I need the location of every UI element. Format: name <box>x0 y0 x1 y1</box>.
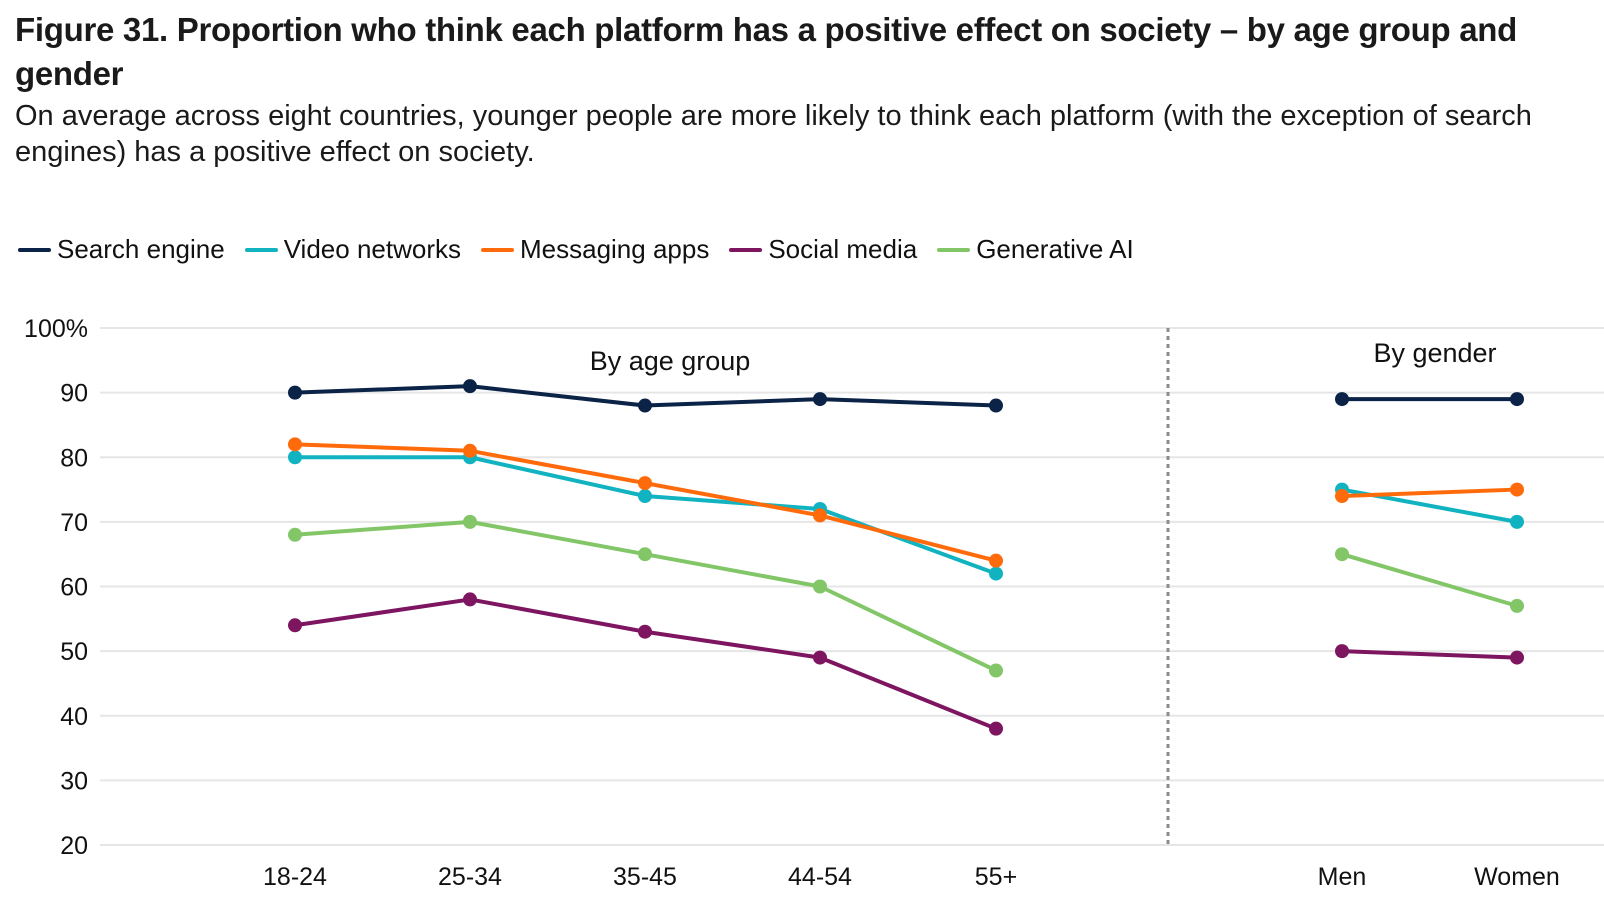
data-point-generative-ai <box>463 514 477 529</box>
panel-age-group: By age group 18-24 25-34 35-45 44-54 55+ <box>263 346 1017 891</box>
series-line-messaging-apps <box>1341 487 1518 499</box>
series-search-engine <box>288 379 1003 413</box>
legend-label: Video networks <box>283 234 461 264</box>
data-point-search-engine <box>463 379 477 394</box>
data-point-social-media <box>463 592 477 607</box>
data-point-social-media <box>989 721 1003 736</box>
series-messaging-apps <box>1335 482 1524 504</box>
y-tick-label: 90 <box>60 380 88 408</box>
data-point-generative-ai <box>288 527 302 542</box>
y-tick-label: 80 <box>60 444 88 472</box>
series-generative-ai <box>1335 547 1524 613</box>
series-line-generative-ai <box>294 519 997 673</box>
data-point-search-engine <box>1335 392 1349 407</box>
data-point-messaging-apps <box>989 553 1003 568</box>
x-tick-label: 55+ <box>975 863 1017 891</box>
legend-item-search-engine: Search engine <box>18 234 225 265</box>
data-point-generative-ai <box>813 579 827 594</box>
panels: By age group 18-24 25-34 35-45 44-54 55+ By ge… <box>263 338 1560 891</box>
data-point-video-networks <box>288 450 302 465</box>
legend-item-messaging-apps: Messaging apps <box>480 234 710 265</box>
x-tick-label: 35-45 <box>613 863 677 891</box>
x-tick-label: Women <box>1474 863 1560 891</box>
data-point-video-networks <box>989 566 1003 581</box>
series-search-engine <box>1335 392 1524 407</box>
legend: Search engine Video networks Messaging a… <box>18 234 1154 265</box>
series-messaging-apps <box>288 437 1003 568</box>
data-point-generative-ai <box>1335 547 1349 562</box>
data-point-messaging-apps <box>813 508 827 523</box>
chart-title: Figure 31. Proportion who think each pla… <box>15 11 1518 92</box>
data-point-social-media <box>813 650 827 665</box>
y-tick-label: 100% <box>24 315 88 343</box>
y-tick-label: 50 <box>60 638 88 666</box>
y-axis: 100% 90 80 70 60 50 40 30 20 <box>24 315 88 860</box>
y-tick-label: 60 <box>60 574 88 602</box>
legend-label: Social media <box>768 234 918 264</box>
panel-label: By gender <box>1373 338 1496 368</box>
y-tick-label: 20 <box>60 832 88 860</box>
series-generative-ai <box>288 514 1003 678</box>
data-point-generative-ai <box>638 547 652 562</box>
series-line-social-media <box>1341 649 1518 660</box>
data-point-video-networks <box>1510 514 1524 529</box>
data-point-social-media <box>1510 650 1524 665</box>
data-point-search-engine <box>813 392 827 407</box>
legend-label: Messaging apps <box>519 234 710 264</box>
data-point-social-media <box>638 624 652 639</box>
data-point-social-media <box>1335 644 1349 659</box>
x-tick-label: 25-34 <box>438 863 502 891</box>
data-point-messaging-apps <box>638 476 652 491</box>
series-line-generative-ai <box>1341 552 1518 608</box>
series-social-media <box>1335 644 1524 665</box>
x-tick-label: Men <box>1318 863 1367 891</box>
legend-label: Search engine <box>57 234 225 264</box>
x-tick-label: 44-54 <box>788 863 852 891</box>
series-social-media <box>288 592 1003 736</box>
data-point-generative-ai <box>989 663 1003 678</box>
legend-item-video-networks: Video networks <box>244 234 461 265</box>
legend-label: Generative AI <box>976 234 1134 264</box>
data-point-search-engine <box>1510 392 1524 407</box>
chart-subtitle: On average across eight countries, young… <box>15 100 1532 168</box>
panel-gender: By gender Men Women <box>1318 338 1560 891</box>
panel-label: By age group <box>590 346 751 376</box>
data-point-messaging-apps <box>1510 482 1524 497</box>
data-point-messaging-apps <box>1335 489 1349 504</box>
data-point-search-engine <box>638 398 652 413</box>
data-point-search-engine <box>989 398 1003 413</box>
data-point-social-media <box>288 618 302 633</box>
legend-swatch-messaging-apps <box>480 247 514 252</box>
legend-swatch-generative-ai <box>937 247 971 252</box>
legend-swatch-search-engine <box>18 247 51 252</box>
y-tick-label: 30 <box>60 767 88 795</box>
x-tick-label: 18-24 <box>263 863 327 891</box>
data-point-video-networks <box>638 489 652 504</box>
legend-swatch-video-networks <box>244 247 278 252</box>
legend-item-social-media: Social media <box>729 234 917 265</box>
data-point-search-engine <box>288 385 302 400</box>
gridlines <box>100 327 1604 846</box>
data-point-messaging-apps <box>288 437 302 452</box>
y-tick-label: 40 <box>60 703 88 731</box>
legend-item-generative-ai: Generative AI <box>937 234 1134 265</box>
data-point-messaging-apps <box>463 443 477 458</box>
legend-swatch-social-media <box>729 247 763 252</box>
data-point-generative-ai <box>1510 598 1524 613</box>
y-tick-label: 70 <box>60 509 88 537</box>
